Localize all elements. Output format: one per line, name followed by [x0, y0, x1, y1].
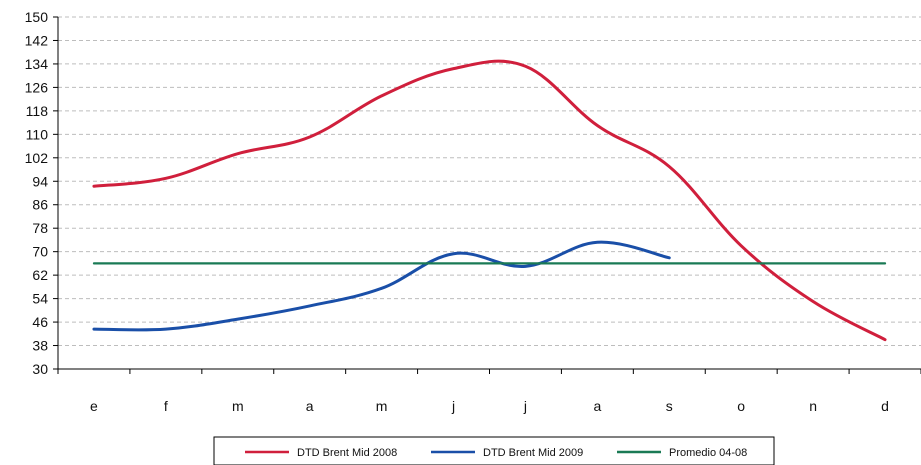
y-tick-label: 110: [26, 126, 49, 142]
x-tick-label: a: [593, 398, 601, 414]
x-tick-label: m: [376, 398, 388, 414]
x-tick-label: f: [164, 398, 168, 414]
y-tick-label: 94: [32, 173, 48, 189]
x-tick-label: m: [232, 398, 244, 414]
x-tick-label: o: [737, 398, 745, 414]
legend: DTD Brent Mid 2008 DTD Brent Mid 2009 Prom…: [213, 436, 775, 465]
y-tick-label: 150: [25, 9, 49, 25]
x-tick-label: s: [666, 398, 673, 414]
series-line-2: [92, 240, 671, 332]
y-tick-label: 134: [25, 56, 49, 72]
axes: [53, 16, 921, 374]
y-tick-labels: 30 38 46 54 62 70 78 86 94 102 110 118 126 134 142 150: [25, 9, 49, 377]
series-line-1: [92, 59, 887, 342]
legend-label: DTD Brent Mid 2009: [483, 447, 583, 459]
y-tick-label: 62: [32, 267, 48, 283]
y-tick-label: 70: [32, 244, 48, 260]
y-tick-label: 30: [32, 361, 48, 377]
x-tick-label: n: [809, 398, 817, 414]
y-tick-label: 126: [25, 79, 49, 95]
x-tick-label: j: [523, 398, 527, 414]
y-tick-label: 118: [26, 103, 49, 119]
x-tick-label: d: [881, 398, 889, 414]
y-tick-label: 142: [25, 32, 49, 48]
x-tick-label: e: [90, 398, 98, 414]
x-tick-label: a: [306, 398, 314, 414]
y-tick-label: 46: [32, 314, 48, 330]
y-tick-label: 78: [32, 220, 48, 236]
y-tick-label: 86: [32, 197, 48, 213]
series-lines: [92, 59, 887, 342]
legend-box: [213, 436, 775, 465]
x-tick-label: j: [451, 398, 455, 414]
gridlines: [58, 16, 921, 347]
y-tick-label: 102: [25, 150, 49, 166]
legend-label: Promedio 04-08: [669, 447, 747, 459]
y-tick-label: 54: [32, 291, 48, 307]
legend-label: DTD Brent Mid 2008: [297, 447, 397, 459]
y-tick-label: 38: [32, 338, 48, 354]
